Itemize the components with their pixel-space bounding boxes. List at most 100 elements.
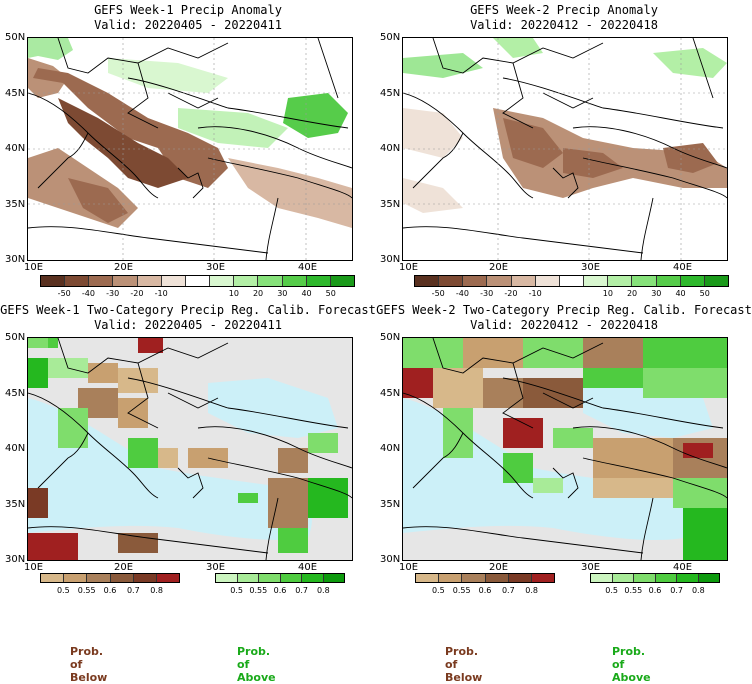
prob-of-above-label: Prob. of Above: [612, 645, 651, 684]
colorbar-tick-label: 0.6: [478, 586, 492, 595]
prob-of-above-label: Prob. of Above: [237, 645, 276, 684]
colorbar-swatch: [559, 276, 585, 286]
lon-label-40e: 40E: [673, 562, 693, 573]
map-week2-anomaly: [402, 37, 728, 261]
colorbar-tick-label: 0.7: [670, 586, 684, 595]
colorbar-tick-label: 40: [301, 289, 312, 298]
lat-label-45n: 45N: [380, 88, 401, 99]
colorbar-swatch: [704, 276, 729, 286]
colorbar-tick-label: 10: [228, 289, 239, 298]
colorbar-swatch: [41, 276, 66, 286]
colorbar-swatch: [323, 574, 344, 582]
anomaly-colorbar-week1: [40, 275, 355, 287]
lat-label-30n: 30N: [5, 554, 26, 565]
colorbar-tick-label: -10: [528, 289, 542, 298]
colorbar-tick-label: 0.7: [295, 586, 309, 595]
colorbar-tick-label: -10: [154, 289, 168, 298]
colorbar-swatch: [306, 276, 331, 286]
colorbar-tick-label: 0.8: [525, 586, 539, 595]
colorbar-tick-label: 50: [699, 289, 710, 298]
colorbar-swatch: [133, 574, 157, 582]
colorbar-swatch: [65, 276, 90, 286]
colorbar-swatch: [302, 574, 324, 582]
colorbar-swatch: [87, 574, 111, 582]
lon-label-30e: 30E: [206, 262, 226, 273]
colorbar-tick-label: 0.55: [249, 586, 268, 595]
colorbar-tick-label: 0.7: [126, 586, 140, 595]
lat-label-50n: 50N: [5, 32, 26, 43]
lat-label-50n: 50N: [380, 332, 401, 343]
lon-label-40e: 40E: [673, 262, 693, 273]
lat-label-45n: 45N: [5, 88, 26, 99]
above-colorbar-week2: [590, 573, 720, 583]
colorbar-tick-label: -30: [106, 289, 120, 298]
colorbar-swatch: [535, 276, 560, 286]
colorbar-swatch: [110, 574, 134, 582]
lon-label-30e: 30E: [581, 262, 601, 273]
colorbar-swatch: [156, 574, 180, 582]
lon-label-10e: 10E: [399, 562, 419, 573]
map-week1-anomaly: [27, 37, 353, 261]
lat-label-45n: 45N: [5, 388, 26, 399]
colorbar-tick-label: 0.6: [648, 586, 662, 595]
colorbar-tick-label: 0.5: [230, 586, 244, 595]
colorbar-tick-label: 30: [651, 289, 662, 298]
map-week2-probability: [402, 337, 728, 561]
lon-label-40e: 40E: [298, 262, 318, 273]
lon-label-20e: 20E: [489, 562, 509, 573]
prob-of-below-label: Prob. of Below: [445, 645, 483, 684]
colorbar-tick-label: 0.6: [273, 586, 287, 595]
colorbar-swatch: [416, 574, 440, 582]
colorbar-swatch: [330, 276, 355, 286]
panel-title: GEFS Week-2 Precip Anomaly Valid: 202204…: [470, 3, 658, 32]
colorbar-swatch: [463, 276, 488, 286]
lat-label-40n: 40N: [380, 143, 401, 154]
colorbar-swatch: [415, 276, 440, 286]
colorbar-tick-label: 10: [602, 289, 613, 298]
colorbar-swatch: [41, 574, 65, 582]
lat-label-50n: 50N: [380, 32, 401, 43]
panel-title: GEFS Week-1 Two-Category Precip Reg. Cal…: [0, 303, 376, 332]
colorbar-swatch: [591, 574, 613, 582]
colorbar-tick-label: -30: [480, 289, 494, 298]
colorbar-tick-label: 0.55: [77, 586, 96, 595]
lat-label-35n: 35N: [380, 499, 401, 510]
colorbar-swatch: [487, 276, 512, 286]
prob-of-below-label: Prob. of Below: [70, 645, 108, 684]
colorbar-swatch: [210, 276, 235, 286]
colorbar-tick-label: 50: [325, 289, 336, 298]
colorbar-tick-label: 0.8: [150, 586, 164, 595]
lat-label-40n: 40N: [5, 443, 26, 454]
colorbar-swatch: [511, 276, 536, 286]
colorbar-swatch: [584, 276, 609, 286]
colorbar-swatch: [439, 574, 463, 582]
colorbar-tick-label: 0.55: [624, 586, 643, 595]
colorbar-swatch: [632, 276, 657, 286]
lon-label-10e: 10E: [24, 262, 44, 273]
colorbar-tick-label: -20: [504, 289, 518, 298]
lat-label-50n: 50N: [5, 332, 26, 343]
lat-label-30n: 30N: [5, 254, 26, 265]
colorbar-tick-label: 0.5: [605, 586, 619, 595]
map-week1-probability: [27, 337, 353, 561]
colorbar-tick-label: 20: [626, 289, 638, 298]
colorbar-swatch: [439, 276, 464, 286]
colorbar-swatch: [698, 574, 719, 582]
colorbar-swatch: [612, 574, 634, 582]
below-colorbar-week2: [415, 573, 555, 583]
colorbar-tick-label: -50: [431, 289, 445, 298]
colorbar-tick-label: 0.5: [56, 586, 70, 595]
colorbar-tick-label: 30: [277, 289, 288, 298]
colorbar-swatch: [462, 574, 486, 582]
colorbar-tick-label: 0.55: [452, 586, 471, 595]
colorbar-swatch: [259, 574, 281, 582]
colorbar-tick-label: -50: [57, 289, 71, 298]
lat-label-40n: 40N: [380, 443, 401, 454]
colorbar-tick-label: -40: [81, 289, 95, 298]
anomaly-colorbar-week2: [414, 275, 729, 287]
lon-label-20e: 20E: [114, 562, 134, 573]
colorbar-swatch: [634, 574, 656, 582]
colorbar-swatch: [656, 276, 681, 286]
colorbar-tick-label: 40: [675, 289, 686, 298]
colorbar-tick-label: 0.8: [316, 586, 330, 595]
